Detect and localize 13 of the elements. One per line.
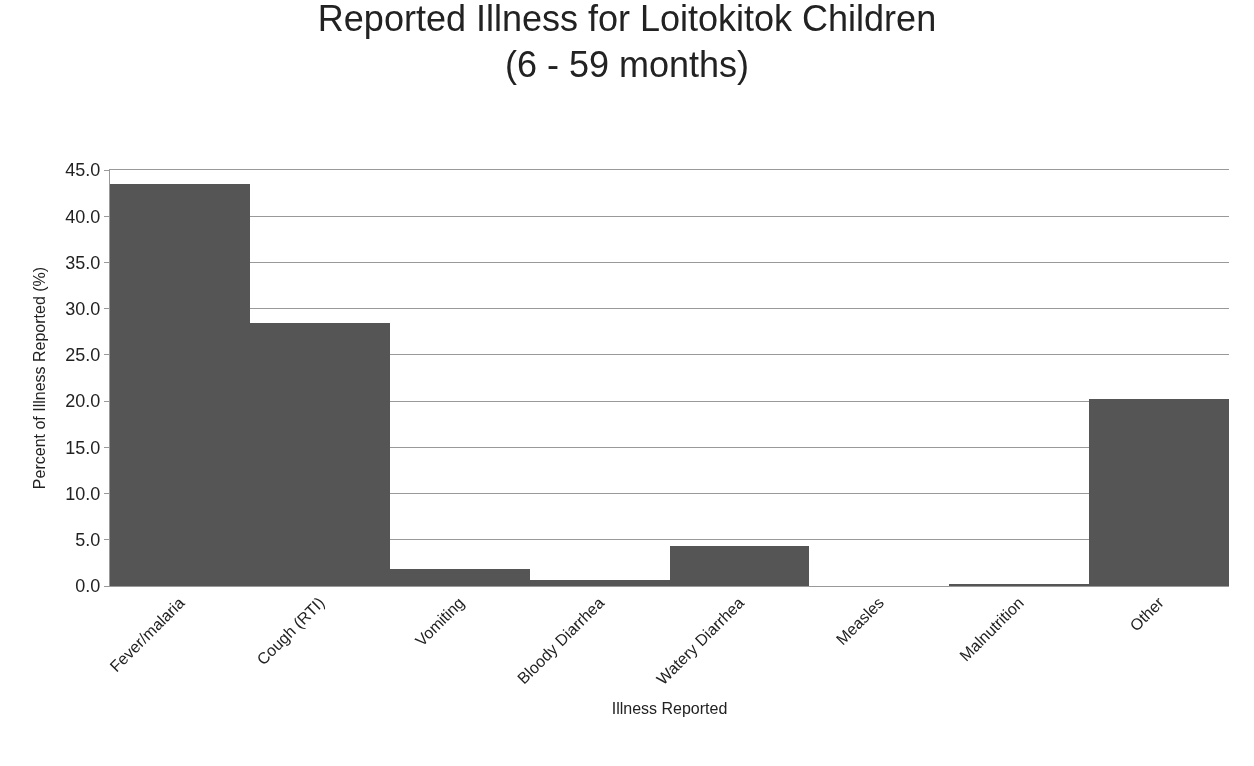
y-tick-label: 5.0 xyxy=(75,530,101,551)
chart-title: Reported Illness for Loitokitok Children (6 - 59 months) xyxy=(317,0,937,86)
y-tick-label: 20.0 xyxy=(65,391,101,412)
y-tick-label: 45.0 xyxy=(65,160,101,181)
y-axis-title: Percent of Illness Reported (%) xyxy=(31,266,49,490)
y-tick-label: 10.0 xyxy=(65,483,101,504)
x-axis-title: Illness Reported xyxy=(611,699,728,717)
y-tick-label: 25.0 xyxy=(65,345,101,366)
y-tick-label: 15.0 xyxy=(65,437,101,458)
y-tick-label: 40.0 xyxy=(65,206,101,227)
y-tick-label: 35.0 xyxy=(65,252,101,273)
y-tick-label: 30.0 xyxy=(65,298,101,319)
y-tick-label: 0.0 xyxy=(75,576,101,597)
